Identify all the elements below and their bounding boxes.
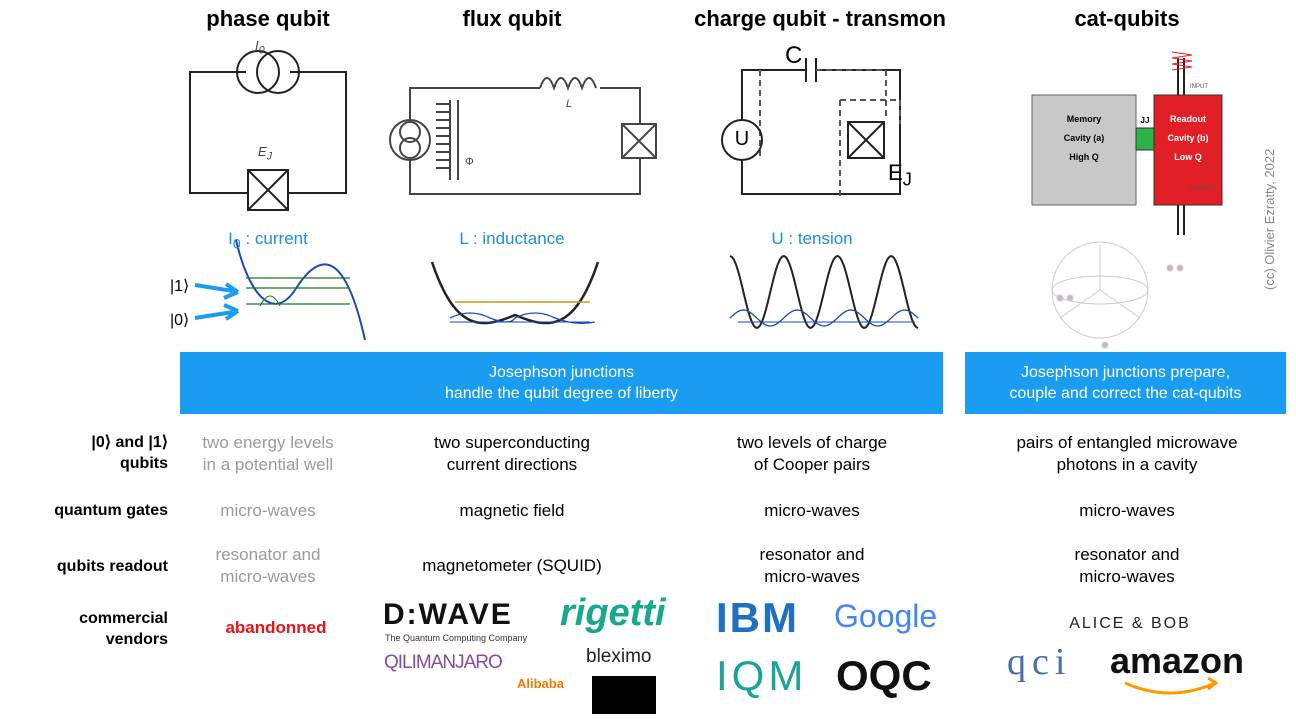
table-cell: magnetic field [460,500,565,522]
vendor-logo: ALICE & BOB [1069,615,1191,632]
column-title: phase qubit [206,6,330,31]
table-cell: two superconducting current directions [434,432,590,476]
table-cell: micro-waves [1079,500,1174,522]
row-label: commercial vendors [79,610,168,648]
cell-line: micro-waves [220,501,316,520]
cell-line: micro-waves [220,567,316,586]
cell-line: photons in a cavity [1056,455,1198,474]
vendor-logo: QILIMANJARO [384,652,503,673]
row-label: qubits readout [56,558,168,575]
cell-line: micro-waves [1079,567,1175,586]
flux-circuit [389,77,657,195]
phase-potential [194,239,366,341]
credit: (cc) Olivier Ezratty, 2022 [1262,148,1277,290]
table-cell: micro-waves [764,500,859,522]
parameter: I0 : current [228,229,308,253]
cell-line: resonator and [1074,545,1180,564]
cell-line: magnetic field [459,501,565,520]
vendor-logo: IQM [716,652,808,699]
cell-line: in a potential well [202,455,334,474]
vendor-logo: IBM [716,594,799,641]
table-cell: resonator and micro-waves [760,544,865,588]
parameter: U : tension [771,229,853,248]
cell-line: micro-waves [764,567,860,586]
cavity-label: Memory Cavity (a) High Q [1063,114,1105,162]
circuit-label: INPUT [1190,84,1208,90]
charge-potential [729,254,919,330]
phase-circuit [189,50,347,211]
circuit-label: Φ [465,156,474,168]
table-cell: resonator and micro-waves [216,544,321,588]
state-label: |0⟩ [170,312,190,329]
table-cell: micro-waves [220,500,315,522]
vendor-logo: Google [834,598,938,634]
circuit-label: U [734,128,750,150]
cell-line: micro-waves [1079,501,1175,520]
state-label: |1⟩ [170,278,190,295]
bloch-sphere [1051,241,1184,349]
flux-potential [430,261,600,325]
cat-circuit [1031,51,1223,235]
circuit-label: EJ [258,144,273,163]
cell-line: pairs of entangled microwave [1016,433,1238,452]
vendor-logo-box [592,676,656,714]
column-title: cat-qubits [1074,6,1180,31]
cell-line: resonator and [759,545,865,564]
table-cell: pairs of entangled microwave photons in a… [1016,432,1237,476]
table-cell: magnetometer (SQUID) [422,555,602,577]
charge-circuit [721,58,901,200]
vendor-logo: rigetti [560,592,666,634]
banner: Josephson junctions prepare, couple and c… [965,352,1286,414]
vendor-logo: bleximo [586,646,652,667]
status: abandonned [225,618,327,637]
circuit-label: EJ [888,160,912,190]
cell-line: micro-waves [764,501,860,520]
cell-line: of Cooper pairs [753,455,871,474]
circuit-label: OUTPUT [1190,186,1215,192]
cell-line: two energy levels [202,433,334,452]
vendor-logo: qci [1007,641,1072,683]
cell-line: resonator and [215,545,321,564]
circuit-label: JJ [1140,116,1150,125]
vendor-logo: OQC [836,652,932,699]
table-cell: two levels of charge of Cooper pairs [737,432,887,476]
cell-line: two superconducting [434,433,590,452]
vendor-logo: D:WAVE [383,598,513,631]
column-title: charge qubit - transmon [694,6,946,31]
banner: Josephson junctions handle the qubit degr… [180,352,943,414]
table-cell: resonator and micro-waves [1075,544,1180,588]
circuit-label: L [566,98,573,110]
cell-line: current directions [446,455,578,474]
vendor-logo: Alibaba [517,676,564,691]
row-label: quantum gates [54,502,168,519]
circuit-label: C [785,42,803,69]
vendor-tagline: The Quantum Computing Company [385,633,528,643]
cell-line: two levels of charge [736,433,888,452]
column-title: flux qubit [462,6,562,31]
circuit-label: I0 [255,38,265,57]
table-cell: two energy levels in a potential well [202,432,333,476]
row-label: |0⟩ and |1⟩ qubits [91,434,168,472]
cell-line: magnetometer (SQUID) [422,556,602,575]
parameter: L : inductance [459,229,565,248]
cavity-label: Readout Cavity (b) Low Q [1167,114,1209,162]
vendor-logo: amazon [1110,640,1245,681]
